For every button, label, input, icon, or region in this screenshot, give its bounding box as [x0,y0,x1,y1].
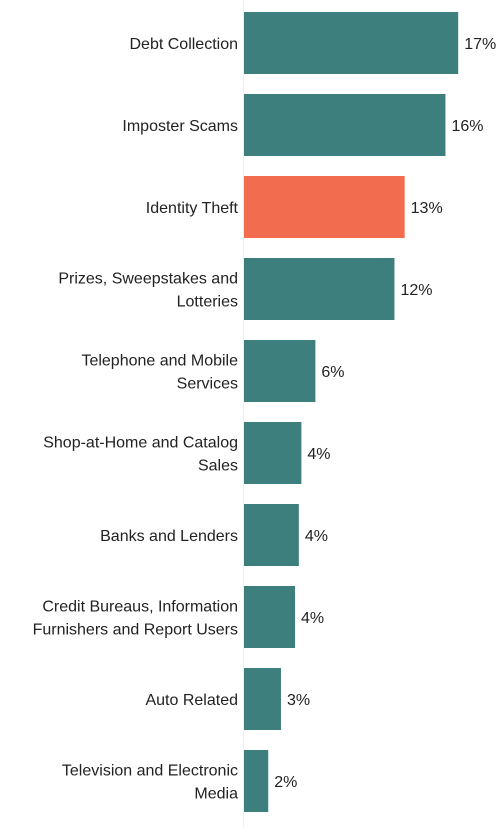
bar-3 [244,258,395,320]
category-label-8: Auto Related [145,692,238,709]
bar-2 [244,176,405,238]
value-label-6: 4% [305,528,328,545]
bar-8 [244,668,281,730]
bar-9 [244,750,269,812]
category-label-0: Debt Collection [130,36,239,53]
value-label-3: 12% [400,282,432,299]
category-label-6: Banks and Lenders [100,528,238,545]
value-label-5: 4% [307,446,330,463]
category-label-7: Credit Bureaus, Information Furnishers an… [33,599,238,639]
bar-5 [244,422,302,484]
value-label-2: 13% [411,200,443,217]
category-label-2: Identity Theft [146,200,239,217]
bar-1 [244,94,446,156]
category-label-1: Imposter Scams [122,118,238,135]
value-label-8: 3% [287,692,310,709]
category-label-5: Shop-at-Home and Catalog Sales [43,435,238,475]
bar-4 [244,340,316,402]
value-label-1: 16% [451,118,483,135]
value-label-0: 17% [464,36,496,53]
value-label-7: 4% [301,610,324,627]
bar-0 [244,12,459,74]
bar-6 [244,504,299,566]
category-label-4: Telephone and Mobile Services [81,353,238,393]
bar-7 [244,586,295,648]
value-label-9: 2% [274,774,297,791]
value-label-4: 6% [321,364,344,381]
category-label-3: Prizes, Sweepstakes and Lotteries [58,271,238,311]
category-label-9: Television and Electronic Media [62,763,238,803]
